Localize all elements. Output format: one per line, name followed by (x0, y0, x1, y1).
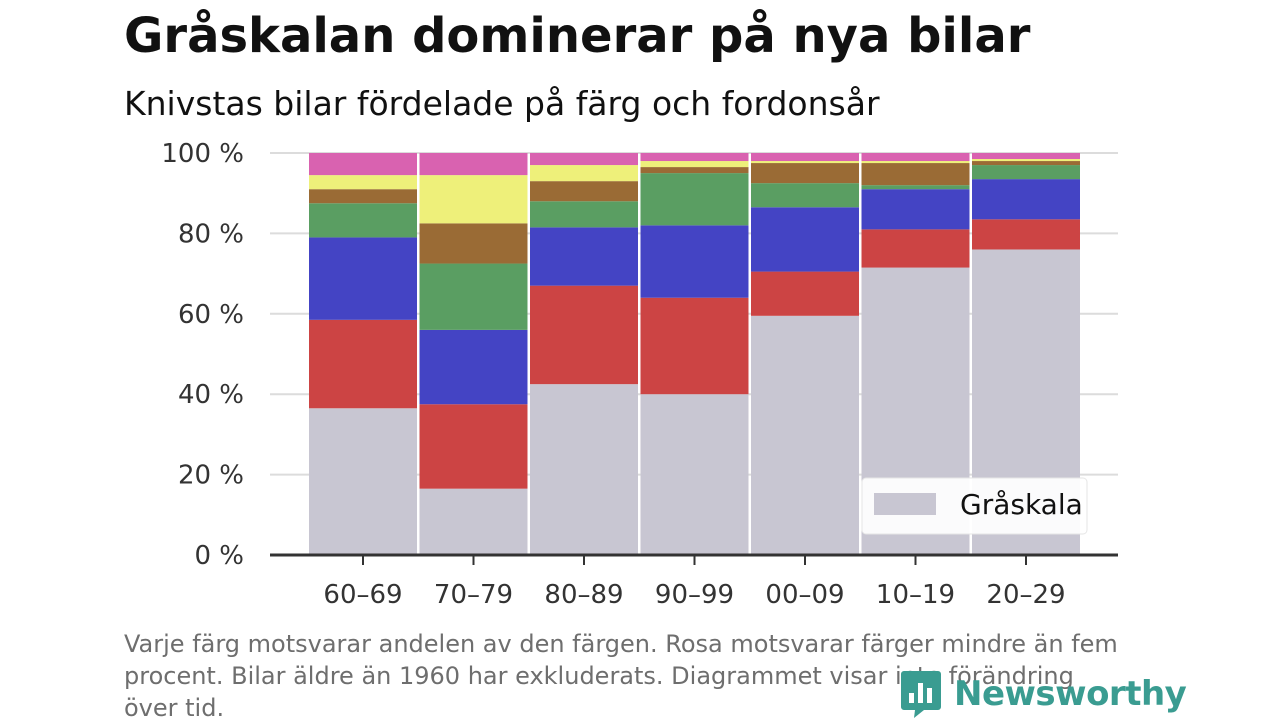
bar-segment (751, 315, 859, 555)
axes: 0 % 20 % 40 % 60 % 80 % 100 % 60–69 70–79 80–89 9… (161, 139, 1118, 610)
bar-segment (861, 163, 970, 186)
bar-segment (972, 179, 1080, 220)
stacked-bar-chart: 0 % 20 % 40 % 60 % 80 % 100 % 60–69 70–79 80–89 9… (161, 139, 1118, 610)
y-tick-label: 100 % (161, 139, 244, 169)
bar-segment (530, 384, 638, 555)
y-tick-label: 40 % (178, 380, 244, 410)
brand-logo: Newsworthy (900, 668, 1187, 720)
bar-segment (751, 207, 859, 272)
bar-segment (530, 285, 638, 385)
bar-stack (751, 153, 859, 555)
bar-segment (972, 165, 1080, 180)
legend: Gråskala (861, 477, 1088, 535)
bar-segment (751, 183, 859, 208)
bar-segment (530, 165, 638, 182)
bar-segment (751, 161, 859, 164)
bar-segment (309, 175, 417, 190)
bar-stack (640, 153, 749, 555)
x-tick-label: 80–89 (544, 580, 623, 610)
bar-segment (309, 319, 417, 409)
legend-label: Gråskala (960, 488, 1083, 521)
brand-name: Newsworthy (954, 674, 1187, 714)
newsworthy-logo-icon (901, 671, 941, 718)
bar-segment (861, 161, 970, 164)
bar-segment (419, 175, 528, 224)
x-tick-label: 10–19 (876, 580, 955, 610)
bar-segment (972, 153, 1080, 160)
bar-stack (419, 153, 528, 555)
y-tick-label: 60 % (178, 300, 244, 330)
bar-segment (419, 404, 528, 489)
y-tick-label: 80 % (178, 219, 244, 249)
bar-segment (309, 203, 417, 238)
bar-segment (640, 153, 749, 162)
bar-stack (530, 153, 638, 555)
bar-segment (419, 488, 528, 555)
x-tick-label: 70–79 (434, 580, 513, 610)
bar-segment (640, 394, 749, 555)
bar-segment (972, 159, 1080, 162)
bar-segment (530, 181, 638, 202)
bar-segment (419, 223, 528, 264)
y-tick-label: 20 % (178, 461, 244, 491)
y-tick-label: 0 % (194, 541, 244, 571)
bar-segment (640, 297, 749, 395)
bar-segment (751, 153, 859, 162)
bar-segment (861, 153, 970, 162)
bar-segment (419, 329, 528, 405)
legend-box (861, 477, 1088, 535)
bar-segment (309, 237, 417, 320)
x-tick-label: 00–09 (765, 580, 844, 610)
bar-segment (530, 201, 638, 228)
bar-segment (861, 185, 970, 190)
bar-segment (861, 189, 970, 230)
bar-segment (972, 219, 1080, 250)
bar-segment (530, 227, 638, 286)
bar-segment (972, 161, 1080, 166)
bar-segment (640, 167, 749, 174)
bar-stack (309, 153, 417, 555)
bar-segment (640, 225, 749, 298)
x-tick-label: 20–29 (986, 580, 1065, 610)
x-tick-label: 90–99 (655, 580, 734, 610)
bar-segment (530, 153, 638, 166)
x-tick-label: 60–69 (323, 580, 402, 610)
legend-swatch (874, 493, 936, 515)
bar-segment (751, 163, 859, 184)
bar-segment (309, 189, 417, 204)
bar-segment (640, 173, 749, 226)
chart-subtitle: Knivstas bilar fördelade på färg och for… (124, 84, 880, 123)
bar-segment (751, 271, 859, 316)
chart-title: Gråskalan dominerar på nya bilar (124, 8, 1031, 64)
bar-segment (419, 263, 528, 330)
bar-segment (640, 161, 749, 168)
bar-segment (861, 229, 970, 268)
bar-segment (419, 153, 528, 176)
bar-segment (309, 153, 417, 176)
bar-segment (309, 408, 417, 555)
